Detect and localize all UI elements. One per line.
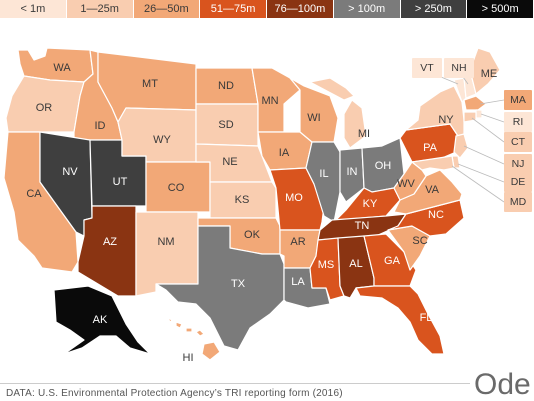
label-nm: NM <box>157 236 174 248</box>
callout-line-de <box>457 163 505 183</box>
label-ca: CA <box>26 188 42 200</box>
label-wa: WA <box>53 62 71 74</box>
label-ri: RI <box>513 116 524 128</box>
legend: < 1m 1—25m 26—50m 51—75m 76—100m > 100m > 250m… <box>0 0 534 18</box>
state-MI[interactable] <box>309 77 367 149</box>
label-il: IL <box>319 168 328 180</box>
label-ia: IA <box>279 147 290 159</box>
map-area: WA OR CA ID NV UT AZ MT WY CO NM ND SD N… <box>0 24 534 374</box>
state-AZ[interactable] <box>77 205 137 297</box>
label-mt: MT <box>142 78 158 90</box>
label-nc: NC <box>428 209 444 221</box>
callout-line-ct <box>471 117 505 143</box>
state-TX[interactable] <box>155 225 285 351</box>
state-MN[interactable] <box>251 67 301 133</box>
callout-line-ma <box>479 99 505 105</box>
callout-box-de <box>504 172 532 192</box>
label-md: MD <box>510 196 527 208</box>
state-CT[interactable] <box>463 111 477 123</box>
label-id: ID <box>95 120 106 132</box>
label-ga: GA <box>384 255 401 267</box>
label-de: DE <box>511 176 526 188</box>
state-WV[interactable] <box>393 161 427 201</box>
label-me: ME <box>481 68 498 80</box>
label-ok: OK <box>244 229 261 241</box>
state-MA[interactable] <box>463 95 487 111</box>
label-ks: KS <box>235 194 250 206</box>
state-KS[interactable] <box>209 181 277 219</box>
legend-item: 51—75m <box>200 0 267 18</box>
source-note: DATA: U.S. Environmental Protection Agen… <box>6 388 343 399</box>
label-sd: SD <box>218 119 233 131</box>
legend-item: 76—100m <box>267 0 334 18</box>
brand-logo: Ode <box>474 368 531 401</box>
label-nv: NV <box>62 166 78 178</box>
footer-rule <box>0 383 470 384</box>
label-nh: NH <box>451 62 466 74</box>
legend-item: > 250m <box>400 0 468 18</box>
label-al: AL <box>349 258 362 270</box>
label-in: IN <box>347 166 358 178</box>
legend-item: > 500m <box>467 0 534 18</box>
callout-line-ri <box>480 113 505 123</box>
state-GA[interactable] <box>363 233 417 287</box>
callout-box-nj <box>504 154 532 174</box>
state-IN[interactable] <box>339 147 365 203</box>
state-ME[interactable] <box>469 47 501 95</box>
state-AK[interactable] <box>53 285 151 355</box>
callout-box-ri <box>504 112 532 132</box>
label-ut: UT <box>113 176 128 188</box>
label-ms: MS <box>318 259 335 271</box>
label-ma: MA <box>510 94 526 106</box>
label-nj: NJ <box>512 158 525 170</box>
label-mn: MN <box>261 95 278 107</box>
label-mo: MO <box>285 192 303 204</box>
callout-box-ct <box>504 132 532 152</box>
label-vt: VT <box>420 62 434 74</box>
label-va: VA <box>425 184 440 196</box>
state-MD[interactable] <box>411 155 455 171</box>
label-wy: WY <box>153 134 171 146</box>
label-co: CO <box>168 182 185 194</box>
label-ar: AR <box>290 236 305 248</box>
callout-line-nj <box>463 145 505 165</box>
label-oh: OH <box>375 160 392 172</box>
label-hi: HI <box>183 352 194 364</box>
callout-box-nh <box>444 58 474 78</box>
legend-item: < 1m <box>0 0 67 18</box>
label-pa: PA <box>423 142 438 154</box>
state-FL[interactable] <box>355 285 445 355</box>
label-la: LA <box>291 276 305 288</box>
callout-box-vt <box>412 58 442 78</box>
label-ky: KY <box>363 198 378 210</box>
label-nd: ND <box>218 80 234 92</box>
label-fl: FL <box>420 312 433 324</box>
legend-item: 1—25m <box>66 0 134 18</box>
label-tx: TX <box>231 278 246 290</box>
label-ne: NE <box>222 156 237 168</box>
us-states-map: WA OR CA ID NV UT AZ MT WY CO NM ND SD N… <box>3 47 532 364</box>
legend-item: 26—50m <box>133 0 201 18</box>
label-ny: NY <box>438 114 454 126</box>
state-NJ[interactable] <box>453 133 469 159</box>
label-tn: TN <box>355 220 370 232</box>
callout-box-ma <box>504 90 532 110</box>
label-az: AZ <box>103 236 117 248</box>
label-wi: WI <box>307 112 320 124</box>
callout-box-md <box>504 192 532 212</box>
label-ct: CT <box>511 136 526 148</box>
label-mi: MI <box>358 128 370 140</box>
state-HI[interactable] <box>167 317 221 361</box>
callout-line-md <box>451 165 505 203</box>
label-sc: SC <box>412 235 427 247</box>
label-ak: AK <box>93 314 108 326</box>
legend-item: > 100m <box>333 0 401 18</box>
label-or: OR <box>36 102 53 114</box>
label-wv: WV <box>397 178 415 190</box>
